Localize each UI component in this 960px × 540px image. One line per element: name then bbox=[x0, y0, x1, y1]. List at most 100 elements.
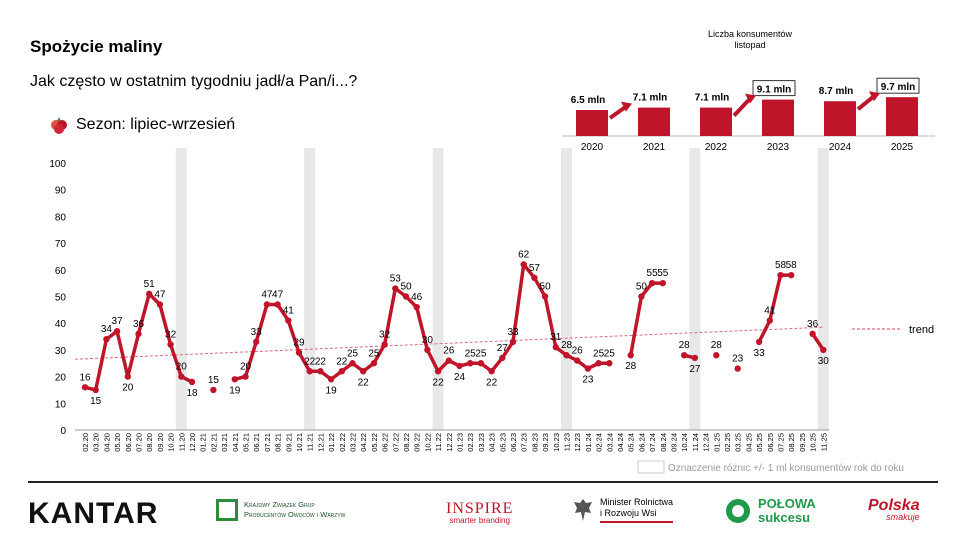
data-label: 55 bbox=[657, 268, 669, 279]
x-tick-label: 11.24 bbox=[691, 433, 700, 451]
x-tick-label: 09.21 bbox=[284, 433, 293, 452]
data-label: 25 bbox=[347, 348, 359, 359]
data-label: 15 bbox=[208, 375, 220, 386]
x-tick-label: 10.23 bbox=[552, 433, 561, 452]
consumers-year-label: 2022 bbox=[705, 142, 728, 153]
data-label: 50 bbox=[400, 282, 412, 293]
x-tick-label: 02.21 bbox=[209, 433, 218, 452]
x-tick-label: 02.23 bbox=[466, 433, 475, 452]
y-tick-label: 80 bbox=[55, 212, 67, 223]
data-point bbox=[413, 303, 420, 311]
series-line-segment bbox=[628, 281, 665, 357]
x-tick-label: 01.21 bbox=[199, 433, 208, 452]
data-label: 58 bbox=[786, 260, 798, 271]
y-tick-label: 40 bbox=[55, 319, 67, 330]
x-tick-label: 11.22 bbox=[434, 433, 443, 451]
shaded-band bbox=[304, 148, 316, 430]
data-point bbox=[509, 338, 517, 346]
data-point bbox=[113, 328, 121, 335]
data-point bbox=[445, 357, 452, 364]
data-point bbox=[167, 341, 174, 348]
x-tick-label: 09.22 bbox=[413, 433, 422, 452]
x-tick-label: 06.22 bbox=[381, 433, 390, 452]
growth-arrow-head-icon bbox=[869, 91, 880, 102]
consumers-year-label: 2021 bbox=[643, 142, 666, 153]
series-line-segment bbox=[810, 332, 826, 352]
x-tick-label: 09.25 bbox=[798, 433, 807, 452]
data-point bbox=[788, 271, 795, 279]
x-tick-label: 10.20 bbox=[167, 433, 176, 452]
data-point bbox=[146, 290, 153, 298]
data-label: 31 bbox=[550, 332, 562, 343]
y-tick-label: 30 bbox=[55, 346, 67, 357]
data-point bbox=[349, 360, 356, 367]
x-tick-label: 03.21 bbox=[220, 433, 229, 452]
consumers-bar-label: 7.1 mln bbox=[695, 93, 729, 104]
data-point bbox=[456, 362, 463, 370]
data-point bbox=[103, 336, 110, 343]
data-point bbox=[777, 271, 784, 279]
data-point bbox=[295, 349, 303, 356]
data-point bbox=[317, 368, 324, 375]
x-tick-label: 06.25 bbox=[766, 433, 775, 452]
x-tick-label: 02.22 bbox=[338, 433, 347, 452]
x-tick-label: 11.23 bbox=[563, 433, 572, 451]
data-label: 47 bbox=[261, 290, 273, 301]
x-tick-label: 01.24 bbox=[584, 433, 593, 452]
data-label: 29 bbox=[293, 338, 305, 349]
data-point bbox=[360, 368, 367, 375]
trend-legend-label: trend bbox=[909, 324, 934, 336]
x-tick-label: 04.23 bbox=[488, 433, 497, 452]
y-tick-label: 60 bbox=[55, 266, 67, 277]
data-point bbox=[124, 373, 131, 380]
x-tick-label: 04.20 bbox=[102, 433, 111, 452]
x-tick-label: 09.23 bbox=[541, 433, 550, 452]
x-tick-label: 07.21 bbox=[263, 433, 272, 452]
data-label: 23 bbox=[732, 354, 744, 365]
data-point bbox=[713, 352, 720, 359]
chart-title: Spożycie maliny bbox=[30, 37, 163, 56]
y-tick-label: 70 bbox=[55, 239, 67, 250]
consumers-bar bbox=[638, 107, 670, 136]
data-label: 36 bbox=[133, 319, 145, 330]
data-label: 50 bbox=[540, 282, 552, 293]
data-point bbox=[659, 279, 666, 287]
data-point bbox=[477, 360, 485, 367]
data-label: 22 bbox=[304, 356, 316, 367]
data-label: 58 bbox=[775, 260, 787, 271]
data-point bbox=[285, 317, 292, 324]
x-tick-label: 08.23 bbox=[530, 433, 539, 452]
data-label: 53 bbox=[390, 273, 402, 284]
data-label: 51 bbox=[144, 279, 156, 290]
consumers-year-label: 2024 bbox=[829, 142, 852, 153]
data-label: 33 bbox=[251, 327, 263, 338]
x-tick-label: 12.21 bbox=[316, 433, 325, 452]
x-tick-label: 07.24 bbox=[648, 433, 657, 452]
data-label: 33 bbox=[754, 348, 766, 359]
polska-line1: Polska bbox=[868, 497, 920, 514]
data-point bbox=[541, 293, 549, 300]
minister-line1: Minister Rolnictwa bbox=[600, 497, 674, 507]
season-text: Sezon: lipiec-wrzesień bbox=[76, 116, 236, 133]
x-tick-label: 08.25 bbox=[787, 433, 796, 452]
data-label: 50 bbox=[636, 282, 648, 293]
data-label: 23 bbox=[582, 375, 594, 386]
x-tick-label: 03.25 bbox=[734, 433, 743, 452]
data-label: 47 bbox=[272, 290, 284, 301]
data-point bbox=[274, 301, 281, 308]
polowa-line2: sukcesu bbox=[758, 510, 811, 525]
data-point bbox=[691, 354, 699, 362]
consumers-bar bbox=[700, 107, 732, 136]
x-tick-label: 02.20 bbox=[81, 433, 90, 452]
data-point bbox=[242, 373, 249, 380]
x-tick-label: 03.23 bbox=[477, 433, 486, 452]
bar-label-box bbox=[752, 80, 796, 97]
x-tick-label: 08.21 bbox=[274, 433, 283, 452]
data-point bbox=[638, 293, 645, 300]
data-label: 22 bbox=[336, 356, 348, 367]
x-tick-label: 09.20 bbox=[156, 433, 165, 452]
consumers-bar bbox=[576, 110, 608, 136]
data-point bbox=[381, 341, 388, 348]
x-tick-label: 10.24 bbox=[680, 433, 689, 452]
data-label: 47 bbox=[154, 290, 166, 301]
